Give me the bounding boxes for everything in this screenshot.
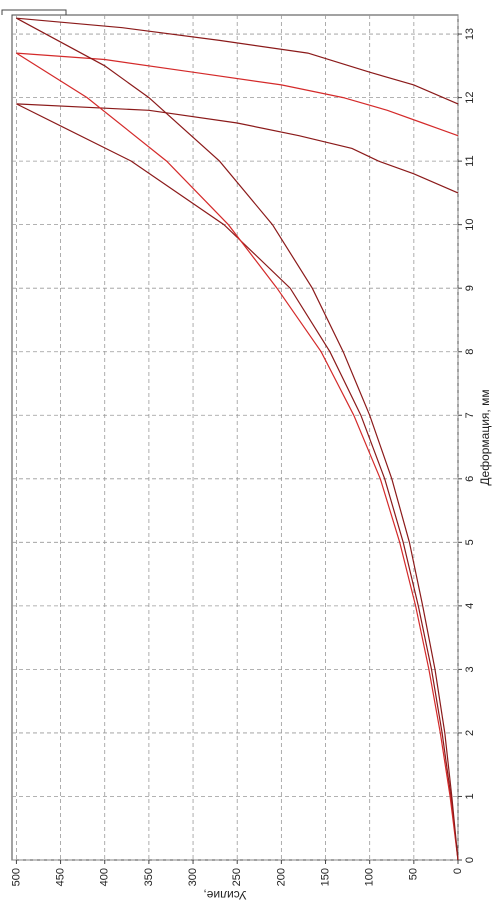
x-tick-label: 0 (464, 857, 476, 863)
x-tick-label: 1 (464, 793, 476, 799)
curve (16, 103, 459, 194)
x-tick-label: 3 (464, 666, 476, 672)
y-tick-label: 400 (99, 868, 111, 886)
x-axis-label: Деформация, мм (478, 389, 492, 485)
corner-bracket (1, 9, 67, 15)
x-tick-label: 6 (464, 476, 476, 482)
curve (16, 52, 459, 861)
y-tick-label: 450 (54, 868, 66, 886)
y-tick-label: 300 (187, 868, 199, 886)
y-tick-label: 150 (319, 868, 331, 886)
x-tick-label: 11 (464, 155, 476, 166)
curve (16, 103, 459, 861)
y-tick-label: 250 (231, 868, 243, 886)
x-tick-label: 7 (464, 412, 476, 418)
x-tick-label: 5 (464, 539, 476, 545)
x-tick-label: 4 (464, 603, 476, 609)
y-tick-label: 50 (408, 868, 420, 880)
x-tick-label: 12 (464, 91, 476, 103)
x-tick-label: 8 (464, 349, 476, 355)
x-tick-label: 13 (464, 28, 476, 40)
y-tick-label: 350 (143, 868, 155, 886)
y-tick-label: 500 (10, 868, 22, 886)
x-tick-label: 2 (464, 730, 476, 736)
y-axis-label: Усилие, (203, 888, 246, 900)
y-tick-label: 100 (364, 868, 376, 886)
curve (16, 17, 459, 861)
y-tick-label: 200 (275, 868, 287, 886)
x-tick-label: 10 (464, 219, 476, 231)
y-tick-label: 0 (452, 868, 464, 874)
curve (16, 52, 459, 137)
plot-frame (11, 14, 459, 861)
curve (16, 17, 459, 105)
x-tick-label: 9 (464, 285, 476, 291)
